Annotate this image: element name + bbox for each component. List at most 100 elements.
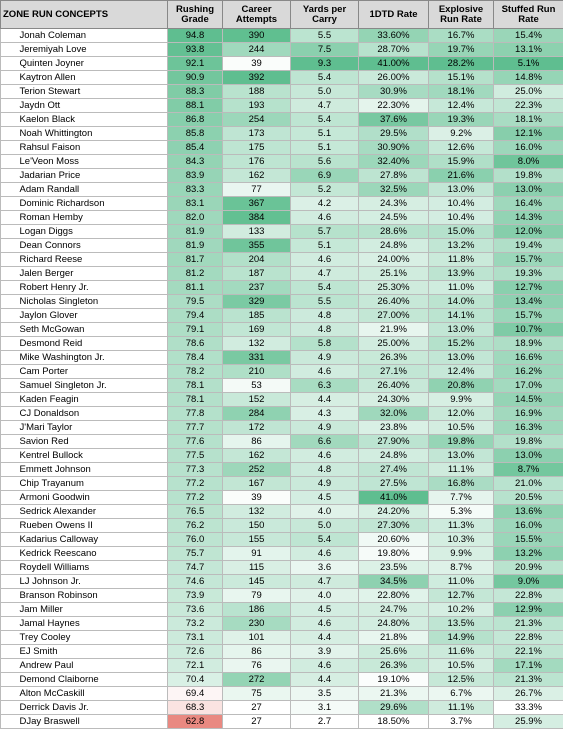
stat-cell: 4.6 bbox=[291, 253, 359, 267]
player-name: LJ Johnson Jr. bbox=[17, 575, 168, 589]
stat-cell: 78.6 bbox=[168, 337, 223, 351]
stat-cell: 74.7 bbox=[168, 561, 223, 575]
stat-cell: 14.9% bbox=[429, 631, 494, 645]
stat-cell: 24.3% bbox=[359, 197, 429, 211]
stat-cell: 4.2 bbox=[291, 197, 359, 211]
stat-cell: 3.1 bbox=[291, 701, 359, 715]
stat-cell: 19.8% bbox=[494, 169, 563, 183]
stat-cell: 331 bbox=[223, 351, 291, 365]
stat-cell: 83.1 bbox=[168, 197, 223, 211]
player-name: Kaytron Allen bbox=[17, 71, 168, 85]
stat-cell: 13.2% bbox=[429, 239, 494, 253]
stat-cell: 19.8% bbox=[494, 435, 563, 449]
stat-cell: 252 bbox=[223, 463, 291, 477]
stat-cell: 13.6% bbox=[494, 505, 563, 519]
stat-cell: 132 bbox=[223, 505, 291, 519]
stat-cell: 12.5% bbox=[429, 673, 494, 687]
stat-cell: 15.7% bbox=[494, 253, 563, 267]
stat-cell: 5.0 bbox=[291, 85, 359, 99]
stat-cell: 73.1 bbox=[168, 631, 223, 645]
stat-cell: 16.0% bbox=[494, 141, 563, 155]
stat-cell: 7.7% bbox=[429, 491, 494, 505]
stat-cell: 20.9% bbox=[494, 561, 563, 575]
player-name: Seth McGowan bbox=[17, 323, 168, 337]
stat-cell: 5.3% bbox=[429, 505, 494, 519]
team-logo bbox=[1, 197, 17, 211]
stat-cell: 4.3 bbox=[291, 407, 359, 421]
stat-cell: 24.8% bbox=[359, 239, 429, 253]
stat-cell: 26.00% bbox=[359, 71, 429, 85]
team-logo bbox=[1, 491, 17, 505]
stat-cell: 32.0% bbox=[359, 407, 429, 421]
stat-cell: 6.9 bbox=[291, 169, 359, 183]
stat-cell: 76.2 bbox=[168, 519, 223, 533]
stat-cell: 22.30% bbox=[359, 99, 429, 113]
player-name: Desmond Reid bbox=[17, 337, 168, 351]
stat-cell: 132 bbox=[223, 337, 291, 351]
stat-cell: 8.7% bbox=[429, 561, 494, 575]
stat-cell: 28.6% bbox=[359, 225, 429, 239]
stat-cell: 77.2 bbox=[168, 477, 223, 491]
stat-cell: 367 bbox=[223, 197, 291, 211]
stat-cell: 17.0% bbox=[494, 379, 563, 393]
stat-cell: 81.2 bbox=[168, 267, 223, 281]
team-logo bbox=[1, 533, 17, 547]
stat-cell: 355 bbox=[223, 239, 291, 253]
stat-cell: 10.7% bbox=[494, 323, 563, 337]
stat-cell: 77.5 bbox=[168, 449, 223, 463]
stat-cell: 5.5 bbox=[291, 295, 359, 309]
stat-cell: 85.8 bbox=[168, 127, 223, 141]
player-name: Samuel Singleton Jr. bbox=[17, 379, 168, 393]
stat-cell: 20.8% bbox=[429, 379, 494, 393]
stat-cell: 16.9% bbox=[494, 407, 563, 421]
stat-cell: 9.2% bbox=[429, 127, 494, 141]
stat-cell: 18.1% bbox=[494, 113, 563, 127]
stat-cell: 23.5% bbox=[359, 561, 429, 575]
stat-cell: 27.4% bbox=[359, 463, 429, 477]
stat-cell: 12.7% bbox=[494, 281, 563, 295]
stat-cell: 30.9% bbox=[359, 85, 429, 99]
stat-cell: 62.8 bbox=[168, 715, 223, 729]
column-header: Yards per Carry bbox=[291, 1, 359, 29]
stat-cell: 18.1% bbox=[429, 85, 494, 99]
stat-cell: 74.6 bbox=[168, 575, 223, 589]
stat-cell: 5.1 bbox=[291, 127, 359, 141]
team-logo bbox=[1, 449, 17, 463]
player-name: Branson Robinson bbox=[17, 589, 168, 603]
player-name: Kaden Feagin bbox=[17, 393, 168, 407]
stat-cell: 10.4% bbox=[429, 211, 494, 225]
stat-cell: 13.5% bbox=[429, 617, 494, 631]
stat-cell: 4.9 bbox=[291, 351, 359, 365]
player-name: Jamal Haynes bbox=[17, 617, 168, 631]
stat-cell: 26.3% bbox=[359, 351, 429, 365]
team-logo bbox=[1, 239, 17, 253]
stat-cell: 78.4 bbox=[168, 351, 223, 365]
player-name: Roydell Williams bbox=[17, 561, 168, 575]
team-logo bbox=[1, 155, 17, 169]
stat-cell: 186 bbox=[223, 603, 291, 617]
stat-cell: 11.3% bbox=[429, 519, 494, 533]
stat-cell: 19.10% bbox=[359, 673, 429, 687]
stat-cell: 4.4 bbox=[291, 631, 359, 645]
stat-cell: 4.8 bbox=[291, 463, 359, 477]
stat-cell: 24.80% bbox=[359, 617, 429, 631]
stat-cell: 133 bbox=[223, 225, 291, 239]
stat-cell: 79 bbox=[223, 589, 291, 603]
